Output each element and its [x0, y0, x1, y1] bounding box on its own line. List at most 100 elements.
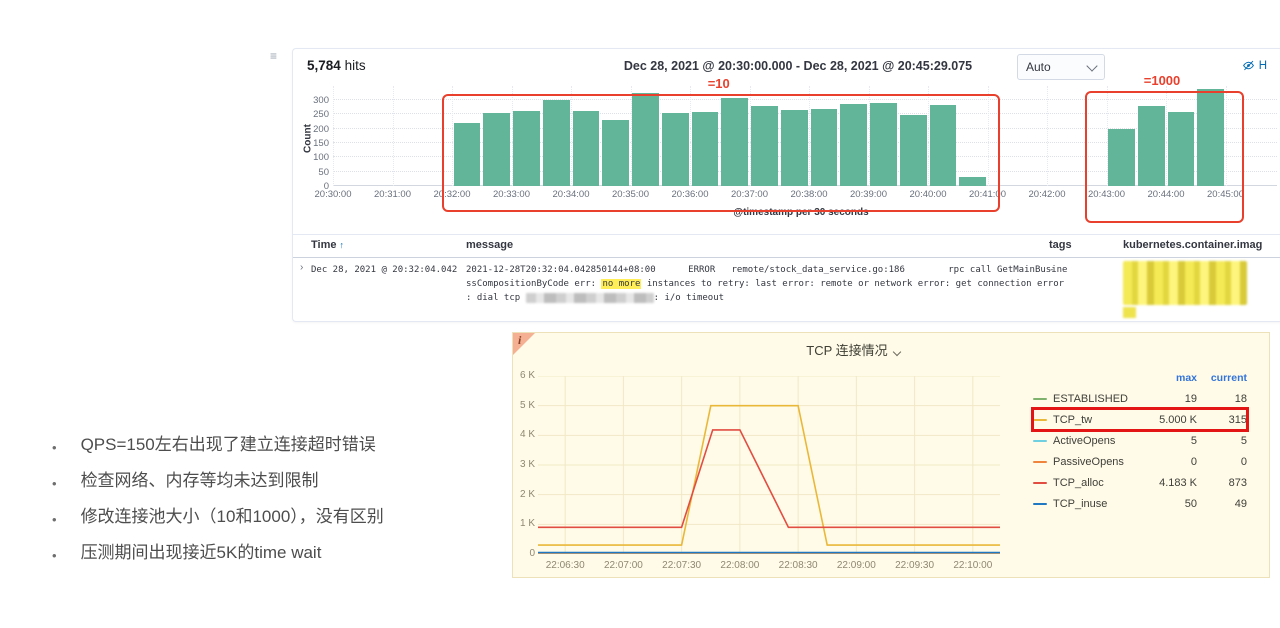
histogram-bar[interactable] [1108, 128, 1135, 186]
note-text: 压测期间出现接近5K的time wait [80, 543, 322, 562]
histogram-bar[interactable] [1197, 89, 1224, 186]
x-tick-label: 20:42:00 [1028, 189, 1066, 200]
y-tick-label: 150 [313, 138, 329, 149]
interval-select[interactable]: Auto [1017, 54, 1105, 80]
legend-row-ESTABLISHED[interactable]: ESTABLISHED 19 18 [1033, 388, 1247, 409]
x-tick-label: 20:30:00 [314, 189, 352, 200]
legend-header: max current [1033, 367, 1247, 388]
legend-current-value: 0 [1240, 455, 1247, 468]
expand-row-icon[interactable]: › [300, 262, 304, 273]
legend-max-value: 4.183 K [1159, 476, 1197, 489]
panel-info-corner[interactable] [513, 333, 535, 355]
histogram-bar[interactable] [1137, 106, 1165, 186]
histogram-bar[interactable] [572, 110, 600, 186]
x-tick-label: 22:09:30 [895, 560, 935, 571]
histogram-bar[interactable] [632, 92, 659, 186]
histogram-plot-area[interactable] [301, 86, 1277, 186]
y-tick-label: 3 K [519, 459, 535, 470]
bullet-icon: • [52, 548, 57, 563]
legend-series-name: ActiveOpens [1053, 434, 1116, 447]
legend-row-TCP_inuse[interactable]: TCP_inuse 50 49 [1033, 493, 1247, 514]
histogram-bar[interactable] [661, 112, 689, 186]
legend-series-name: TCP_inuse [1053, 497, 1108, 510]
log-text: : i/o timeout [653, 293, 725, 303]
legend-row-TCP_tw[interactable]: TCP_tw 5.000 K 315 [1031, 407, 1249, 432]
legend-max-value: 0 [1190, 455, 1197, 468]
legend-color-swatch [1033, 481, 1047, 484]
histogram-bar[interactable] [810, 109, 838, 186]
legend-row-ActiveOpens[interactable]: ActiveOpens 5 5 [1033, 430, 1247, 451]
histogram-bar[interactable] [780, 110, 808, 186]
x-tick-label: 22:08:00 [720, 560, 760, 571]
histogram-bar[interactable] [840, 104, 867, 186]
legend-color-swatch [1033, 502, 1047, 505]
date-range-label: Dec 28, 2021 @ 20:30:00.000 - Dec 28, 20… [623, 59, 973, 73]
list-item: • QPS=150左右出现了建立连接超时错误 [46, 434, 496, 459]
hide-chart-link[interactable]: H [1242, 59, 1267, 72]
tcp-chart-plot-area[interactable] [538, 375, 1000, 554]
list-item: • 修改连接池大小（10和1000），没有区别 [46, 506, 496, 531]
histogram-bar[interactable] [513, 110, 540, 186]
chevron-down-icon [1086, 59, 1098, 72]
log-text: 2021-12-28T20:32:04.042850144+08:00 ERRO… [466, 265, 1068, 275]
annotation-box [1084, 91, 1244, 223]
histogram-bar[interactable] [899, 114, 927, 186]
drag-handle-icon[interactable]: ≡ [270, 49, 278, 63]
legend-series-name: PassiveOpens [1053, 455, 1124, 468]
list-item: • 检查网络、内存等均未达到限制 [46, 470, 496, 495]
x-tick-label: 20:41:00 [969, 189, 1006, 200]
legend-current-value: 18 [1234, 392, 1247, 405]
x-tick-label: 20:40:00 [909, 189, 947, 200]
histogram-bar[interactable] [542, 100, 570, 186]
x-tick-label: 22:08:30 [778, 560, 818, 571]
column-header-time[interactable]: Time ↑ [311, 239, 344, 251]
histogram-bar[interactable] [870, 103, 897, 186]
redacted-container-image [1123, 261, 1247, 305]
y-tick-label: 50 [318, 166, 329, 178]
redacted-ip [525, 292, 654, 303]
histogram-gridline [630, 86, 632, 186]
legend-current-value: 49 [1234, 497, 1247, 510]
histogram-bar[interactable] [751, 106, 778, 186]
x-tick-label: 20:31:00 [374, 189, 411, 200]
histogram-bar[interactable] [602, 120, 629, 186]
histogram-bar[interactable] [1167, 112, 1195, 186]
histogram-gridline [987, 86, 989, 186]
histogram-bar[interactable] [483, 112, 510, 186]
x-tick-label: 20:32:00 [433, 189, 471, 200]
bullet-icon: • [52, 476, 57, 491]
histogram-gridline [571, 86, 572, 186]
tcp-chart-legend: max current ESTABLISHED 19 18 TCP_tw 5.000 K 31… [1031, 367, 1249, 514]
histogram-bar[interactable] [453, 122, 481, 186]
tcp-panel-title[interactable]: TCP 连接情况 [513, 340, 1193, 359]
histogram-gridline [333, 86, 334, 186]
x-tick-label: 20:35:00 [612, 189, 649, 200]
log-text: ssCompositionByCode err: [466, 279, 602, 289]
x-tick-label: 20:34:00 [552, 189, 590, 200]
hits-label: hits [344, 58, 366, 73]
log-row-message: 2021-12-28T20:32:04.042850144+08:00 ERRO… [466, 263, 1067, 305]
tcp-chart-svg [538, 375, 1000, 554]
histogram-bar[interactable] [691, 112, 719, 186]
interval-select-value: Auto [1026, 60, 1051, 74]
histogram-bar[interactable] [959, 177, 986, 186]
annotation-label: =10 [707, 76, 730, 91]
x-tick-label: 22:06:30 [545, 560, 585, 571]
bullet-icon: • [52, 512, 57, 527]
column-header-container-image: kubernetes.container.imag [1123, 239, 1263, 251]
legend-color-swatch [1033, 418, 1047, 421]
series-line-TCP_alloc [538, 429, 1000, 529]
histogram-gridline [868, 86, 870, 186]
y-tick-label: 1 K [519, 518, 535, 530]
x-tick-label: 20:43:00 [1088, 189, 1125, 200]
y-tick-label: 250 [313, 109, 329, 121]
histogram-bar[interactable] [929, 105, 957, 186]
hide-chart-label: H [1258, 59, 1267, 72]
histogram-bar[interactable] [721, 97, 748, 186]
note-text: 检查网络、内存等均未达到限制 [80, 471, 319, 490]
legend-row-TCP_alloc[interactable]: TCP_alloc 4.183 K 873 [1033, 472, 1247, 493]
legend-row-PassiveOpens[interactable]: PassiveOpens 0 0 [1033, 451, 1247, 472]
x-tick-label: 20:36:00 [671, 189, 709, 200]
kibana-discover-panel: 5,784 hits Dec 28, 2021 @ 20:30:00.000 -… [292, 48, 1280, 322]
